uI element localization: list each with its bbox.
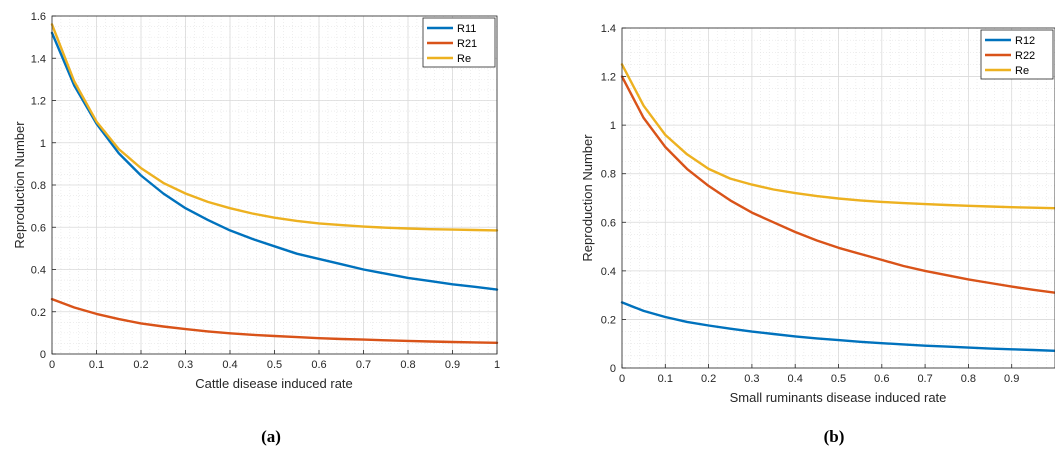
x-tick-label: 0.1 xyxy=(658,373,673,385)
series-line-r11 xyxy=(50,31,499,291)
legend-label-r21: R21 xyxy=(457,38,477,50)
x-tick-label: 0.7 xyxy=(917,373,932,385)
legend-label-r12: R12 xyxy=(1015,35,1035,47)
legend-label-re: Re xyxy=(1015,65,1029,77)
x-tick-label: 0.3 xyxy=(178,359,193,371)
legend-label-r11: R11 xyxy=(457,23,476,35)
y-tick-label: 0.4 xyxy=(601,266,616,278)
chart-panel-b: 0 0.1 0.2 0.3 0.4 0.5 0.6 0.7 0.8 0.9 0 0.2 0.4 0.6 0.… xyxy=(580,23,1055,446)
y-tick-label: 1.2 xyxy=(601,72,616,84)
panel-caption: (a) xyxy=(261,427,281,446)
legend: R12 R22 Re xyxy=(980,29,1054,80)
y-tick-label: 0.2 xyxy=(601,314,616,326)
y-tick-label: 1.4 xyxy=(31,53,46,65)
y-axis-label: Reproduction Number xyxy=(580,134,595,262)
y-tick-label: 0.8 xyxy=(601,169,616,181)
x-tick-label: 0.2 xyxy=(701,373,716,385)
legend-label-re: Re xyxy=(457,53,471,65)
x-tick-label: 1 xyxy=(494,359,500,371)
series-line-r22 xyxy=(620,75,1055,294)
x-axis-label: Cattle disease induced rate xyxy=(195,376,353,391)
x-tick-label: 0.9 xyxy=(445,359,460,371)
y-tick-label: 0.4 xyxy=(31,265,46,277)
y-tick-label: 1 xyxy=(40,138,46,150)
series-line-r21 xyxy=(50,297,499,344)
x-tick-label: 0.5 xyxy=(267,359,282,371)
panel-caption: (b) xyxy=(824,427,845,446)
series-line-r12 xyxy=(620,301,1055,352)
x-axis-label: Small ruminants disease induced rate xyxy=(730,390,947,405)
x-tick-label: 0 xyxy=(619,373,625,385)
legend-label-r22: R22 xyxy=(1015,50,1035,62)
x-tick-label: 0.3 xyxy=(744,373,759,385)
y-tick-label: 0.2 xyxy=(31,307,46,319)
x-tick-label: 0.4 xyxy=(788,373,803,385)
y-tick-label: 1.6 xyxy=(31,11,46,23)
x-tick-label: 0.1 xyxy=(89,359,104,371)
x-tick-label: 0.7 xyxy=(356,359,371,371)
x-tick-label: 0.5 xyxy=(831,373,846,385)
y-tick-label: 1 xyxy=(610,120,616,132)
series-line-re xyxy=(50,23,499,232)
x-tick-label: 0.9 xyxy=(1004,373,1019,385)
x-tick-label: 0.4 xyxy=(222,359,237,371)
chart-panel-a: 0 0.1 0.2 0.3 0.4 0.5 0.6 0.7 0.8 0.9 1 0 0.2 0.4 0.6 0… xyxy=(12,11,500,446)
x-tick-label: 0 xyxy=(49,359,55,371)
y-axis-label: Reproduction Number xyxy=(12,121,27,249)
y-tick-label: 0 xyxy=(610,363,616,375)
y-tick-label: 0 xyxy=(40,349,46,361)
y-tick-label: 0.6 xyxy=(601,217,616,229)
x-tick-label: 0.8 xyxy=(400,359,415,371)
y-tick-label: 0.8 xyxy=(31,180,46,192)
x-tick-label: 0.8 xyxy=(961,373,976,385)
y-tick-label: 0.6 xyxy=(31,222,46,234)
legend: R11 R21 Re xyxy=(422,17,496,68)
x-tick-label: 0.6 xyxy=(874,373,889,385)
x-tick-label: 0.2 xyxy=(133,359,148,371)
x-tick-label: 0.6 xyxy=(311,359,326,371)
y-tick-label: 1.4 xyxy=(601,23,616,35)
series-line-re xyxy=(620,63,1055,210)
y-tick-label: 1.2 xyxy=(31,96,46,108)
